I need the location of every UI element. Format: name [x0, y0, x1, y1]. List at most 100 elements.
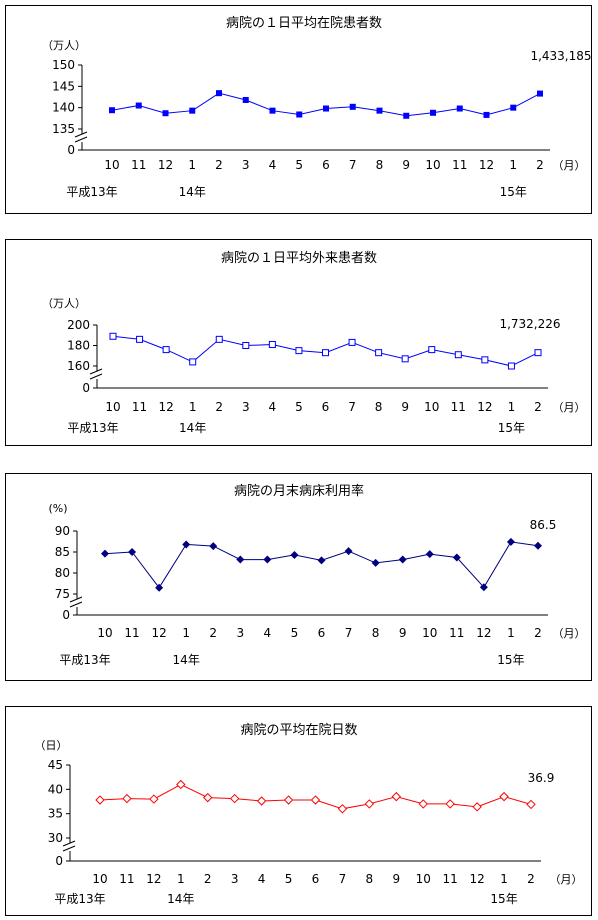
- x-tick-label: 11: [131, 158, 146, 172]
- data-point-11: [403, 112, 410, 119]
- x-tick-label: 5: [285, 872, 293, 886]
- x-tick-label: 1: [182, 626, 190, 640]
- data-point-1: [128, 548, 137, 556]
- x-tick-label: 10: [92, 872, 107, 886]
- x-tick-label: 2: [534, 400, 542, 414]
- x-tick-label: 10: [416, 872, 431, 886]
- data-point-11: [401, 355, 409, 363]
- x-tick-label: 9: [392, 872, 400, 886]
- x-tick-label: 2: [204, 872, 212, 886]
- data-point-12: [430, 109, 436, 116]
- year-label: 14年: [167, 892, 194, 906]
- axis-break-mark: [69, 596, 83, 603]
- x-tick-label: 7: [349, 158, 357, 172]
- data-point-2: [162, 346, 170, 354]
- year-label: 15年: [498, 421, 525, 435]
- data-point-15: [499, 791, 509, 802]
- data-point-3: [189, 358, 197, 366]
- x-tick-label: 2: [215, 400, 223, 414]
- data-point-16: [534, 349, 542, 357]
- data-point-7: [296, 111, 303, 118]
- data-point-0: [109, 107, 115, 114]
- y-tick-label: 135: [52, 122, 75, 136]
- end-value-label: 36.9: [528, 771, 555, 785]
- data-point-8: [322, 349, 329, 357]
- x-tick-label: 1: [508, 400, 516, 414]
- x-tick-label: 11: [132, 400, 147, 414]
- data-point-9: [349, 103, 356, 110]
- x-tick-label: 11: [449, 626, 464, 640]
- y-tick-label: 0: [55, 854, 63, 868]
- y-tick-label: 90: [55, 524, 70, 538]
- data-point-0: [101, 549, 109, 558]
- data-point-0: [109, 332, 117, 340]
- y-axis-unit-label: (%): [48, 502, 67, 515]
- data-point-11: [398, 555, 407, 564]
- year-label: 14年: [173, 653, 200, 667]
- x-tick-label: 10: [104, 158, 119, 172]
- data-point-5: [229, 793, 240, 804]
- y-tick-label: 180: [67, 339, 90, 353]
- data-point-12: [428, 346, 436, 354]
- x-tick-label: 5: [291, 626, 299, 640]
- x-tick-label: 10: [422, 626, 437, 640]
- x-tick-label: 8: [366, 872, 374, 886]
- x-tick-label: 1: [177, 872, 185, 886]
- axis-break-mark: [74, 131, 88, 138]
- data-point-15: [510, 104, 517, 111]
- x-tick-label: 5: [295, 400, 303, 414]
- data-point-12: [418, 799, 428, 809]
- data-point-14: [472, 802, 482, 812]
- year-label: 平成13年: [54, 892, 105, 906]
- y-tick-label: 0: [67, 143, 75, 157]
- year-label: 15年: [497, 653, 524, 667]
- axis-break-mark: [62, 845, 76, 852]
- data-point-4: [209, 542, 218, 551]
- y-tick-label: 75: [55, 587, 70, 601]
- x-tick-label: 11: [452, 158, 467, 172]
- data-point-2: [162, 110, 169, 117]
- x-tick-label: 12: [146, 872, 161, 886]
- data-point-10: [375, 349, 383, 357]
- data-point-13: [454, 351, 462, 359]
- end-value-label: 1,433,185: [530, 49, 591, 63]
- x-tick-label: 3: [242, 400, 250, 414]
- y-tick-label: 45: [48, 758, 63, 772]
- y-tick-label: 0: [62, 608, 70, 622]
- year-label: 15年: [490, 892, 517, 906]
- x-tick-label: 11: [119, 872, 134, 886]
- y-tick-label: 40: [48, 782, 63, 796]
- y-tick-label: 85: [55, 545, 70, 559]
- y-axis-unit-label: （日）: [35, 739, 68, 752]
- x-tick-label: 9: [399, 626, 407, 640]
- x-tick-label: 6: [322, 400, 330, 414]
- x-tick-label: 1: [507, 626, 515, 640]
- x-axis-unit-label: （月）: [553, 401, 586, 414]
- data-point-5: [242, 96, 249, 103]
- y-tick-label: 160: [67, 359, 90, 373]
- data-point-5: [242, 342, 250, 349]
- x-tick-label: 12: [151, 626, 166, 640]
- year-label: 平成13年: [59, 653, 110, 667]
- chart-panel-bed-utilization: 病院の月末病床利用率 (%) 75 80 85 90 0 10 11 12 1 2 3 4 5 6 7 8 9 10 1…: [5, 473, 592, 681]
- x-tick-label: 3: [231, 872, 239, 886]
- y-tick-label: 30: [48, 831, 63, 845]
- data-point-12: [425, 550, 434, 559]
- chart-title: 病院の月末病床利用率: [234, 483, 364, 499]
- chart-title: 病院の１日平均外来患者数: [221, 251, 377, 266]
- data-point-16: [526, 799, 536, 810]
- x-tick-label: 11: [443, 872, 458, 886]
- data-point-4: [203, 792, 213, 803]
- x-tick-label: 9: [402, 158, 410, 172]
- data-point-7: [295, 347, 303, 355]
- y-tick-label: 200: [67, 318, 90, 332]
- x-axis-unit-label: （月）: [550, 873, 583, 886]
- x-tick-label: 10: [425, 158, 440, 172]
- data-point-3: [189, 107, 196, 114]
- x-tick-label: 4: [258, 872, 266, 886]
- axis-break-mark: [89, 373, 103, 380]
- y-tick-label: 150: [52, 58, 75, 72]
- y-tick-label: 145: [52, 79, 75, 93]
